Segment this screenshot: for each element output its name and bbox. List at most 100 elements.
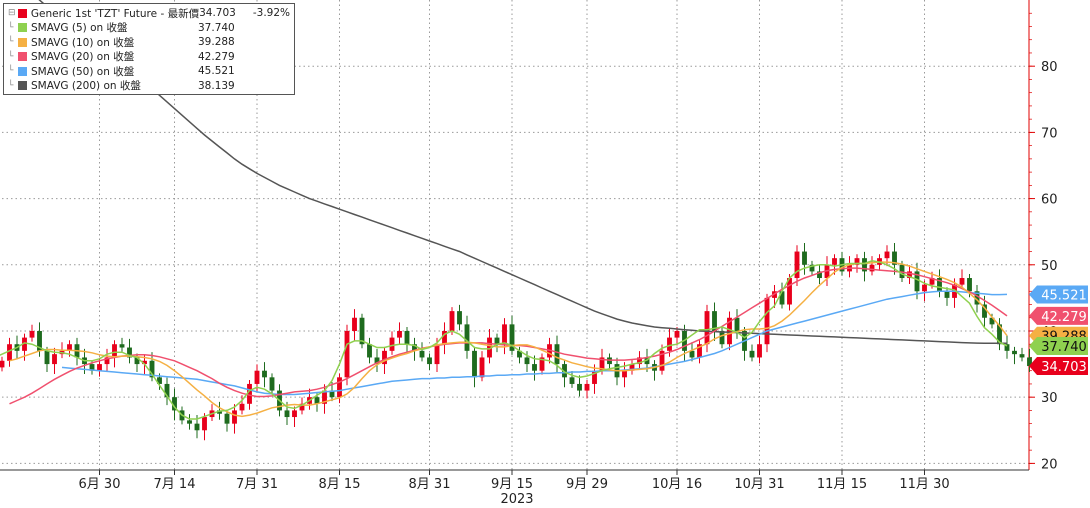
candle-down (127, 347, 132, 358)
grid-lines (2, 0, 1029, 470)
legend-tree-icon: └ (8, 37, 14, 48)
candle-up (142, 360, 147, 365)
price-tag-bg (1029, 285, 1088, 304)
candle-down (554, 344, 560, 365)
legend-tree-icon: ⊟ (8, 8, 16, 19)
candle-down (284, 410, 290, 418)
x-tick-label: 6月 30 (79, 477, 121, 492)
moving-average-lines (0, 0, 1008, 420)
candle-down (119, 344, 125, 348)
candle-up (697, 344, 702, 358)
candle-up (67, 344, 72, 351)
candle-up (344, 330, 350, 378)
candle-up (299, 403, 305, 411)
sma5-line (0, 260, 1008, 420)
candle-down (532, 364, 537, 371)
candle-down (359, 317, 365, 345)
candle-up (502, 324, 507, 345)
candle-down (802, 251, 807, 265)
legend-value: 39.288 (198, 36, 235, 49)
x-tick-label: 11月 30 (899, 477, 949, 492)
candle-up (959, 278, 965, 285)
legend-label: SMAVG (5) on 收盤 (31, 22, 128, 35)
legend-value: 38.139 (198, 79, 235, 92)
legend-swatch (17, 8, 27, 18)
legend-value: 45.521 (198, 65, 235, 78)
candle-down (524, 357, 530, 365)
candle-down (944, 291, 950, 298)
price-tag-label: 42.279 (1041, 310, 1087, 325)
candle-down (989, 317, 995, 325)
candle-down (712, 311, 717, 331)
legend-row: └ SMAVG (5) on 收盤 37.740 (8, 21, 290, 36)
candle-up (659, 350, 665, 371)
candle-down (892, 251, 897, 265)
candle-up (322, 390, 327, 404)
candle-up (397, 330, 402, 338)
candle-up (7, 344, 12, 361)
candle-up (442, 330, 447, 345)
legend-row: └ SMAVG (10) on 收盤 39.288 (8, 35, 290, 50)
candle-up (757, 344, 762, 358)
candle-down (914, 271, 920, 292)
x-tick-label: 7月 14 (154, 477, 196, 492)
candle-up (794, 251, 800, 279)
price-tag-label: 37.740 (1041, 340, 1087, 355)
price-tag: 45.521 (1029, 285, 1088, 304)
candle-up (29, 330, 35, 338)
candle-up (112, 344, 117, 358)
candle-down (157, 377, 162, 384)
candle-down (997, 324, 1002, 345)
candle-down (562, 364, 567, 378)
x-tick-label: 7月 31 (236, 477, 278, 492)
y-tick-label: 30 (1041, 391, 1058, 406)
sma10-line (9, 261, 1008, 418)
candle-down (509, 324, 515, 351)
candle-up (202, 417, 207, 431)
candle-up (479, 357, 485, 378)
candle-down (217, 410, 222, 414)
legend-change: -3.92% (252, 7, 290, 20)
candle-up (787, 278, 792, 305)
x-tick-label: 11月 15 (817, 477, 867, 492)
candle-down (314, 397, 320, 404)
candle-up (487, 337, 492, 358)
candle-up (592, 370, 597, 384)
candle-up (254, 370, 260, 384)
candle-down (427, 357, 432, 365)
candle-down (1004, 344, 1010, 351)
candle-down (862, 258, 867, 272)
candle-down (809, 264, 815, 272)
y-tick-label: 50 (1041, 259, 1058, 274)
y-tick-label: 20 (1041, 457, 1058, 472)
candle-up (449, 311, 455, 331)
legend-tree-icon: └ (8, 51, 14, 62)
candle-down (412, 344, 417, 351)
chart-legend: ⊟ Generic 1st 'TZT' Future - 最新價 34.703 -3.… (3, 3, 295, 95)
candle-down (329, 390, 335, 398)
x-tick-label: 8月 15 (319, 477, 361, 492)
candle-down (164, 383, 170, 398)
candle-down (464, 324, 470, 351)
legend-label: SMAVG (10) on 收盤 (31, 36, 135, 49)
date-axis: 6月 30 7月 14 7月 31 8月 15 8月 31 9月 15 9月 29 10月 1… (79, 470, 950, 492)
price-tag-bg (1029, 357, 1088, 376)
candle-down (89, 364, 95, 371)
candle-down (1012, 350, 1017, 355)
candle-up (832, 258, 837, 265)
candle-down (44, 350, 50, 365)
candle-up (637, 357, 642, 365)
candle-up (247, 383, 252, 404)
candle-down (172, 397, 177, 411)
candle-down (689, 350, 695, 358)
legend-tree-icon: └ (8, 22, 14, 33)
candle-up (584, 383, 590, 391)
candle-up (869, 264, 875, 272)
candle-up (907, 271, 912, 279)
candle-up (884, 251, 890, 259)
y-tick-label: 80 (1041, 60, 1058, 75)
candle-up (764, 297, 770, 345)
candle-down (224, 413, 230, 424)
